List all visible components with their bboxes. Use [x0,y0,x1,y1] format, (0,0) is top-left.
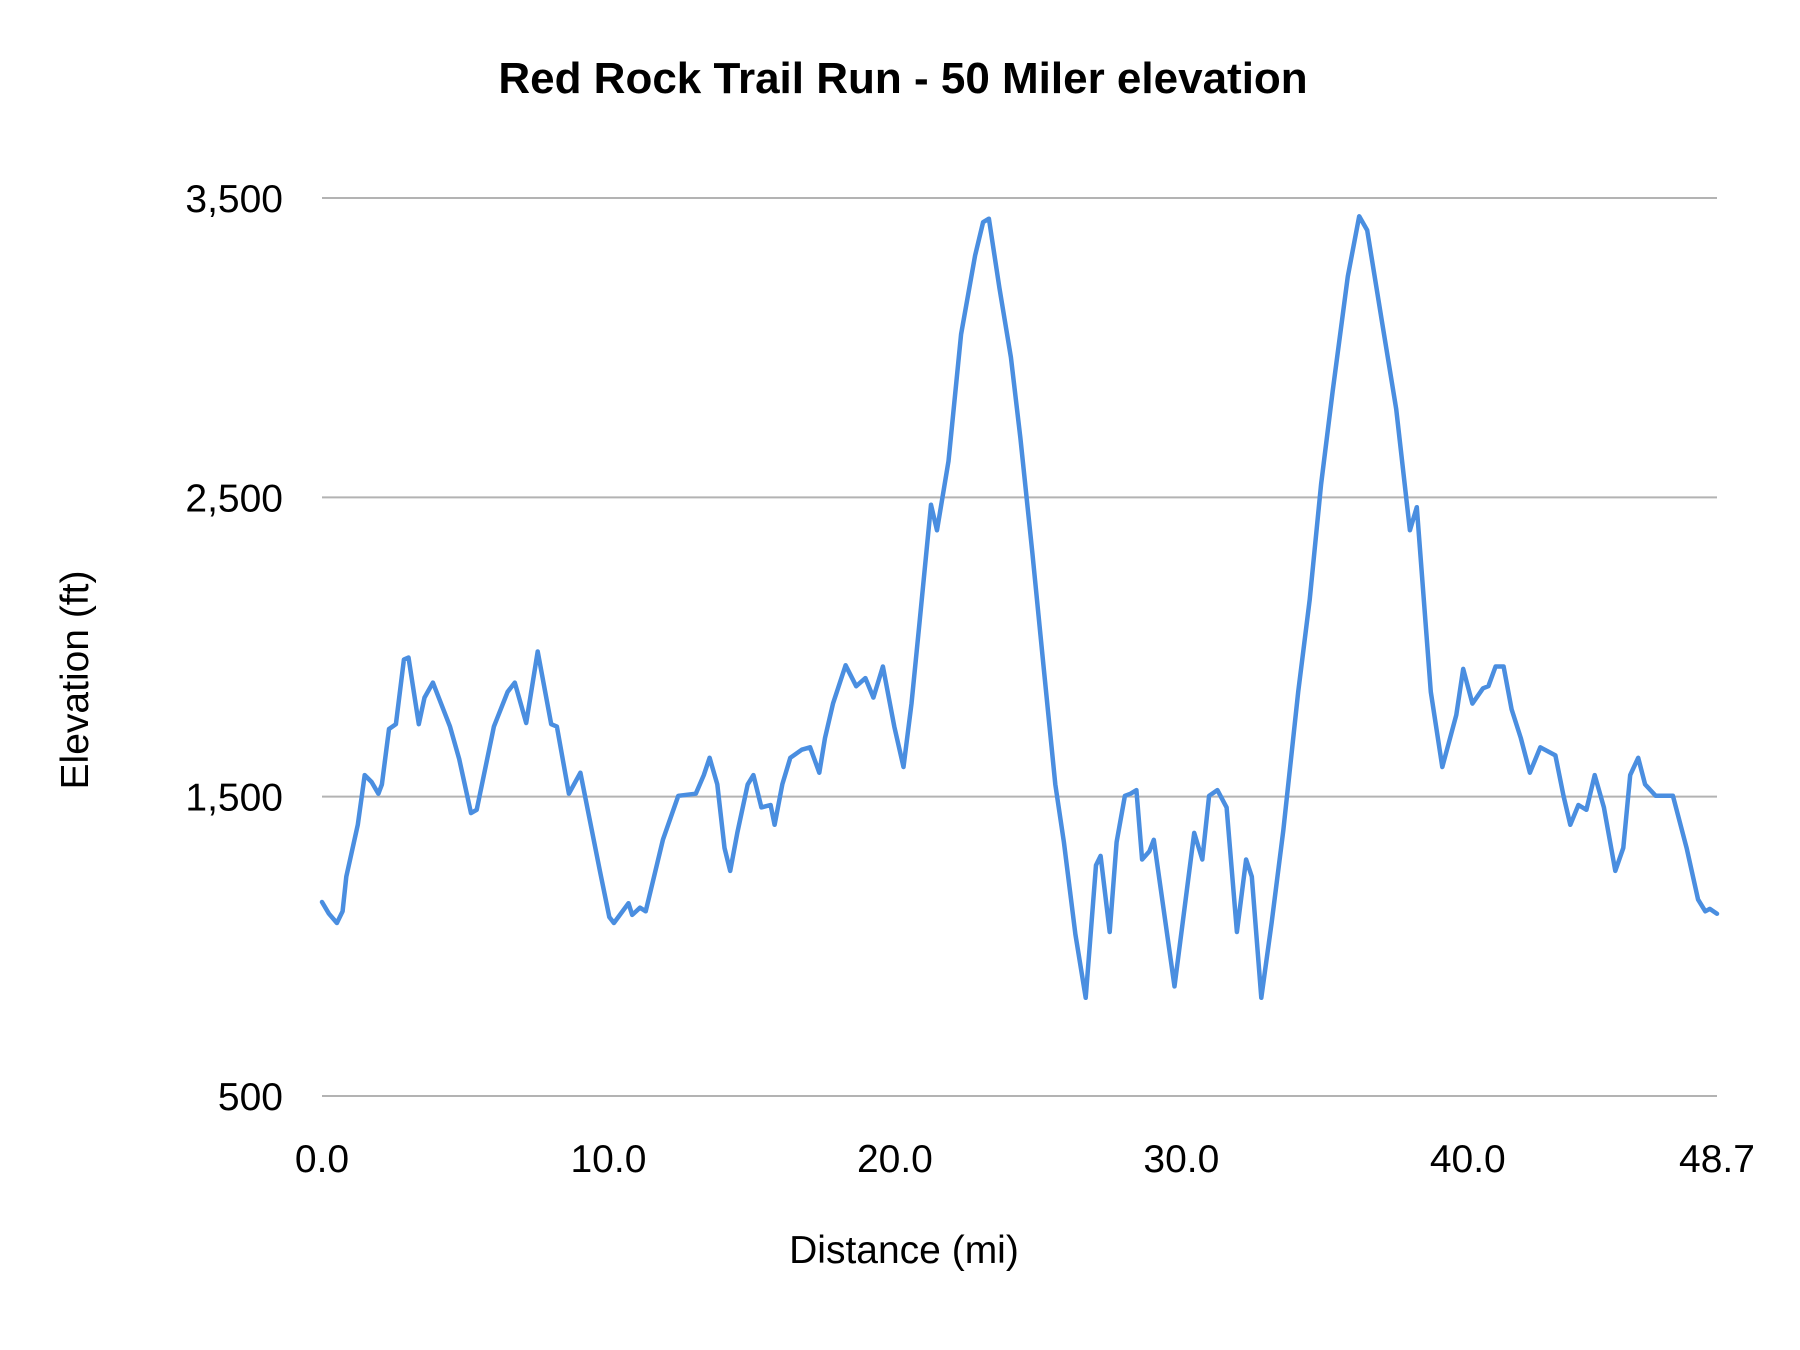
x-axis-label: Distance (mi) [789,1229,1019,1272]
x-tick-label: 0.0 [295,1138,349,1181]
y-tick-label: 500 [218,1076,283,1119]
y-tick-label: 1,500 [185,777,283,820]
y-axis-label: Elevation (ft) [54,571,97,790]
x-tick-label: 20.0 [857,1138,933,1181]
x-tick-label: 40.0 [1430,1138,1506,1181]
x-tick-label: 48.7 [1679,1138,1755,1181]
x-tick-label: 10.0 [570,1138,646,1181]
y-axis-ticks: 500 1,500 2,500 3,500 [185,178,283,1119]
elevation-line [319,214,1720,1001]
gridlines [322,197,1717,1097]
y-tick-label: 2,500 [185,477,283,520]
x-axis-ticks: 0.0 10.0 20.0 30.0 40.0 48.7 [295,1138,1755,1181]
chart-title: Red Rock Trail Run - 50 Miler elevation [498,54,1307,103]
x-tick-label: 30.0 [1143,1138,1219,1181]
y-tick-label: 3,500 [185,178,283,221]
